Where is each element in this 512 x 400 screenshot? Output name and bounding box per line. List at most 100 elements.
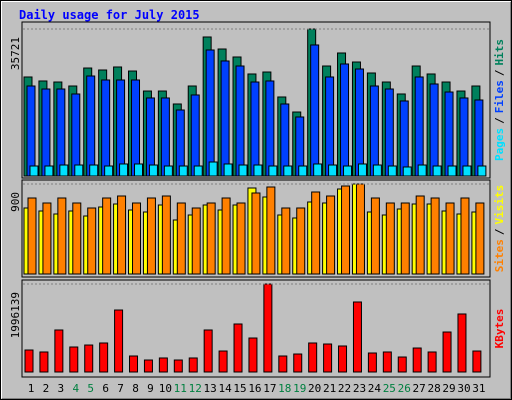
bar xyxy=(101,79,111,177)
bar xyxy=(311,191,321,275)
bar xyxy=(338,345,348,373)
bar xyxy=(415,195,425,275)
x-tick-label: 22 xyxy=(338,382,351,395)
bar xyxy=(278,355,288,373)
x-tick-label: 25 xyxy=(383,382,396,395)
x-tick-label: 27 xyxy=(413,382,426,395)
bar xyxy=(387,165,397,177)
y-tick-label: 35721 xyxy=(9,37,22,70)
bar xyxy=(74,164,84,177)
x-tick-label: 15 xyxy=(233,382,246,395)
x-tick-label: 1 xyxy=(28,382,35,395)
bar xyxy=(218,350,228,373)
bar xyxy=(56,88,66,177)
bar xyxy=(382,351,392,373)
bar xyxy=(357,163,367,177)
bar xyxy=(86,75,96,177)
bar xyxy=(89,164,99,177)
bar xyxy=(145,97,155,177)
bar xyxy=(444,91,454,177)
bar xyxy=(341,185,351,275)
bar xyxy=(263,283,273,373)
bar xyxy=(161,195,171,275)
bar xyxy=(176,202,186,275)
bar xyxy=(328,164,338,177)
bar xyxy=(460,197,470,275)
legend-separator: / xyxy=(493,117,506,124)
bar xyxy=(208,161,218,177)
bar xyxy=(29,165,39,177)
bar xyxy=(445,202,455,275)
x-tick-label: 23 xyxy=(353,382,366,395)
bar xyxy=(266,186,276,275)
x-tick-label: 9 xyxy=(147,382,154,395)
bar xyxy=(355,183,365,275)
bar xyxy=(205,49,215,177)
bar xyxy=(417,164,427,177)
bar xyxy=(178,165,188,177)
bar xyxy=(265,80,275,177)
bar xyxy=(400,202,410,275)
bar xyxy=(248,337,258,373)
bar xyxy=(220,60,230,177)
legend-separator: / xyxy=(493,69,506,76)
bar xyxy=(26,85,36,177)
y-tick-label: 900 xyxy=(9,192,22,212)
bar xyxy=(475,202,485,275)
bar xyxy=(236,202,246,275)
bar xyxy=(188,357,198,373)
bar xyxy=(117,195,127,275)
x-tick-label: 10 xyxy=(159,382,172,395)
bar xyxy=(233,323,243,373)
bar xyxy=(399,100,409,177)
bar xyxy=(459,97,469,177)
bar xyxy=(87,207,97,275)
bar xyxy=(283,165,293,177)
bar xyxy=(119,163,129,177)
bar xyxy=(102,197,112,275)
bar xyxy=(27,197,37,275)
bar xyxy=(313,163,323,177)
bar xyxy=(281,207,291,275)
bar xyxy=(477,165,487,177)
legend-entry: Pages xyxy=(493,128,506,161)
bar xyxy=(223,163,233,177)
x-tick-label: 3 xyxy=(58,382,65,395)
x-tick-label: 2 xyxy=(43,382,50,395)
bar xyxy=(44,165,54,177)
bar xyxy=(158,357,168,373)
chart-title: Daily usage for July 2015 xyxy=(19,8,200,22)
bar xyxy=(251,192,261,275)
y-tick-label: 1996139 xyxy=(9,292,22,338)
bar xyxy=(163,165,173,177)
bar xyxy=(69,346,79,373)
legend-entry: Sites xyxy=(493,239,506,272)
legend: KBytes xyxy=(493,309,506,349)
x-tick-label: 8 xyxy=(132,382,139,395)
bar xyxy=(129,355,139,373)
bar xyxy=(134,163,144,177)
bar xyxy=(71,93,81,177)
bar xyxy=(114,309,124,373)
bar xyxy=(429,83,439,177)
bar xyxy=(414,76,424,177)
bar xyxy=(132,202,142,275)
legend-separator: / xyxy=(493,228,506,235)
bar xyxy=(84,344,94,373)
bar xyxy=(402,166,412,177)
bar xyxy=(160,97,170,177)
bar xyxy=(308,342,318,373)
x-tick-label: 20 xyxy=(308,382,321,395)
bar xyxy=(447,165,457,177)
bar xyxy=(193,165,203,177)
bar xyxy=(173,359,183,373)
bar xyxy=(310,44,320,177)
bar xyxy=(72,202,82,275)
bar xyxy=(191,207,201,275)
bar xyxy=(99,342,109,373)
bar xyxy=(238,164,248,177)
bar xyxy=(116,79,126,177)
x-tick-label: 4 xyxy=(72,382,79,395)
bar xyxy=(384,88,394,177)
